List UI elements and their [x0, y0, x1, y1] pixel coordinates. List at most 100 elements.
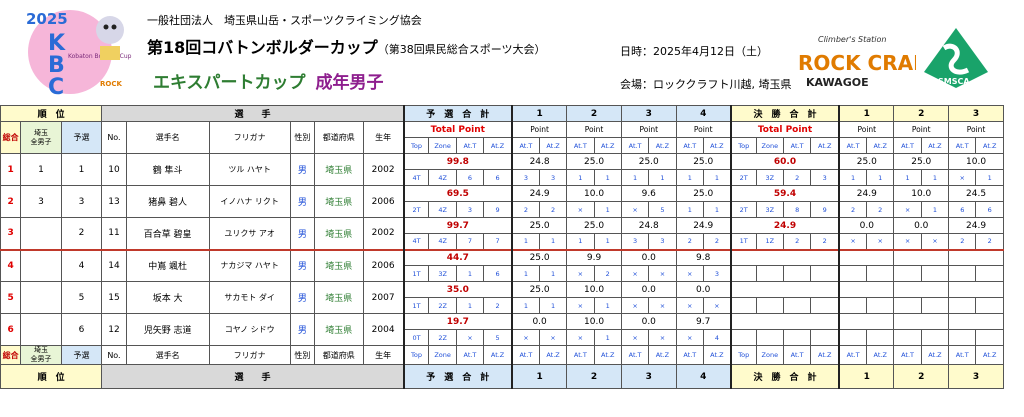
label-atz: At.Z	[920, 137, 950, 154]
qualifier-attempt: 1	[620, 169, 650, 186]
final-attempt: 1	[866, 169, 895, 186]
svg-text:B: B	[48, 53, 65, 78]
final-point	[838, 248, 895, 266]
qualifier-sub: 1T	[402, 265, 430, 282]
player-sex: 男	[289, 313, 315, 346]
svg-text:KAWAGOE: KAWAGOE	[806, 76, 869, 89]
final-sub	[755, 297, 784, 314]
table-row: 1 1 1 10 鶴 隼斗 ツル ハヤト男埼玉県 2002 99.8 24.8 25.0 25.0 2…	[0, 153, 1004, 186]
qualifier-attempt: 1	[593, 329, 622, 346]
foot-atz: At.Z	[866, 345, 895, 365]
bib-no: 15	[101, 281, 127, 314]
final-point	[948, 313, 1004, 330]
label-top: Top	[729, 137, 757, 154]
header-f3: 3	[948, 105, 1004, 122]
svg-text:Kobaton Boulder Cup: Kobaton Boulder Cup	[68, 53, 132, 60]
qualifier-sub: 4T	[402, 233, 430, 250]
qualifier-attempt: 1	[510, 265, 540, 282]
final-attempt	[866, 297, 895, 314]
qualifier-attempt: ×	[566, 265, 595, 282]
foot-overall: 総合	[0, 345, 22, 365]
qualifier-sub: ×	[455, 329, 485, 346]
qualifier-attempt: ×	[675, 329, 704, 346]
final-sub	[782, 265, 812, 282]
qualifier-attempt: ×	[566, 297, 595, 314]
organization-name: 一般社団法人 埼玉県山岳・スポーツクライミング協会	[147, 14, 422, 27]
label-atz: At.Z	[483, 137, 513, 154]
foot-atz: At.Z	[810, 345, 840, 365]
qualifier-point: 0.0	[620, 313, 677, 330]
pref-rank	[20, 281, 62, 314]
foot-name: 選手名	[125, 345, 210, 365]
col-kana: フリガナ	[208, 121, 291, 154]
final-point	[838, 281, 895, 298]
qualifier-point: 24.9	[675, 217, 732, 234]
qualifier-point: 0.0	[620, 248, 677, 266]
final-attempt: 2	[975, 233, 1004, 250]
qualifier-point: 25.0	[620, 153, 677, 170]
results-body: 1 1 1 10 鶴 隼斗 ツル ハヤト男埼玉県 2002 99.8 24.8 25.0 25.0 2…	[0, 153, 1004, 346]
overall-rank: 2	[0, 185, 22, 218]
foot-atz: At.Z	[483, 345, 513, 365]
qualifier-attempt: 1	[538, 233, 568, 250]
foot-att: At.T	[948, 345, 977, 365]
qualifier-point: 25.0	[566, 153, 622, 170]
qualifier-attempt: ×	[648, 265, 677, 282]
final-attempt: ×	[893, 233, 922, 250]
qual-rank: 6	[60, 313, 103, 346]
table-row-sub: 2T 4Z 3 9 2 2 × 1 × 5 1 1 2T 3Z 8 9 2 2 × 1 6 6	[1, 201, 1004, 218]
label-att: At.T	[893, 137, 922, 154]
final-attempt	[866, 329, 895, 346]
qualifier-point: 0.0	[511, 313, 568, 330]
qualifier-attempt: 5	[648, 201, 677, 218]
qualifier-point: 10.0	[566, 185, 622, 202]
col-overall: 総合	[0, 121, 22, 154]
qualifier-sub: 7	[483, 233, 513, 250]
qualifier-sub: 2T	[402, 201, 430, 218]
qualifier-attempt: 3	[620, 233, 650, 250]
player-prefecture: 埼玉県	[313, 313, 364, 346]
label-att: At.T	[455, 137, 485, 154]
qualifier-attempt: 2	[702, 233, 732, 250]
qualifier-point: 25.0	[511, 281, 568, 298]
final-sub	[810, 329, 840, 346]
footer-row-2: 順 位 選 手 予 選 合 計 1 2 3 4 決 勝 合 計 1 2 3	[0, 364, 1004, 389]
player-year: 2002	[362, 217, 405, 250]
qualifier-point: 9.8	[675, 248, 732, 266]
header-q2: 2	[566, 105, 622, 122]
foot-att: At.T	[675, 345, 704, 365]
player-kana: ナカジマ ハヤト	[208, 248, 291, 282]
player-year: 2006	[362, 248, 405, 282]
qualifier-point: 10.0	[566, 313, 622, 330]
foot-atz: At.Z	[648, 345, 677, 365]
qualifier-attempt: 1	[593, 297, 622, 314]
qualifier-attempt: 1	[538, 265, 568, 282]
qualifier-sub: 6	[483, 169, 513, 186]
final-total: 24.9	[729, 217, 840, 234]
label-zone: Zone	[755, 137, 784, 154]
table-row-sub: 4T 4Z 6 6 3 3 1 1 1 1 1 1 2T 3Z 2 3 1 1 1 1 × 1	[1, 169, 1004, 186]
qualifier-point: 24.8	[620, 217, 677, 234]
svg-text:2025: 2025	[26, 10, 68, 28]
footer-rank: 順 位	[0, 364, 103, 389]
header-q1: 1	[511, 105, 568, 122]
player-year: 2006	[362, 185, 405, 218]
header-final-total: 決 勝 合 計	[729, 105, 840, 122]
kbc-logo: 2025 K B C Kobaton Boulder Cup ROCK	[26, 10, 132, 98]
foot-att: At.T	[455, 345, 485, 365]
footer-q4: 4	[675, 364, 732, 389]
footer-player: 選 手	[101, 364, 405, 389]
bib-no: 13	[101, 185, 127, 218]
foot-atz: At.Z	[538, 345, 568, 365]
qualifier-point: 25.0	[511, 217, 568, 234]
footer-q3: 3	[620, 364, 677, 389]
overall-rank: 5	[0, 281, 22, 314]
event-title-main: 第18回コバトンボルダーカップ	[147, 38, 378, 57]
col-sex: 性別	[289, 121, 315, 154]
qualifier-attempt: ×	[675, 297, 704, 314]
col-q3-point: Point	[620, 121, 677, 138]
final-sub: 1T	[729, 233, 757, 250]
foot-top: Top	[729, 345, 757, 365]
final-attempt	[838, 297, 868, 314]
qualifier-point: 9.9	[566, 248, 622, 266]
